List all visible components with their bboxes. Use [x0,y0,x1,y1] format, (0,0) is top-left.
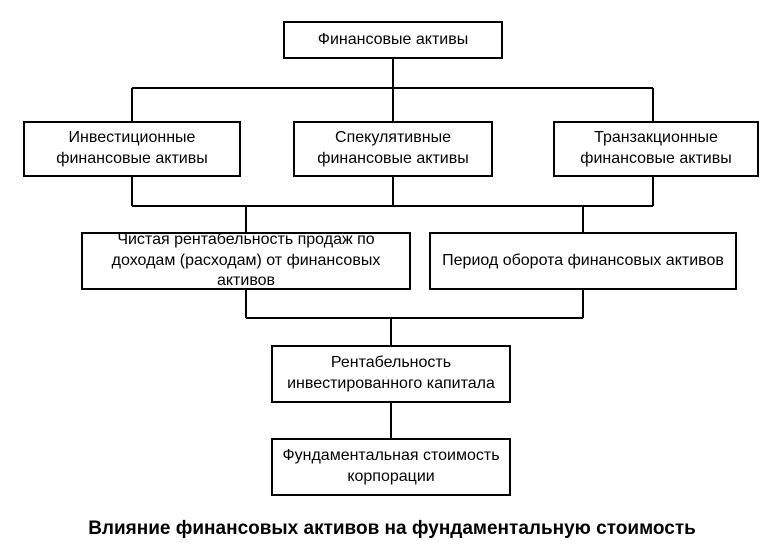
caption-text: Влияние финансовых активов на фундамента… [88,518,696,539]
node-label: Период оборота финансовых активов [442,251,724,272]
node-rent-sales: Чистая рентабельность продаж по доходам … [81,232,411,290]
node-turnover: Период оборота финансовых активов [429,232,737,290]
node-label: Чистая рентабельность продаж по доходам … [91,230,401,292]
node-label: Рентабельность инвестированного капитала [281,353,501,395]
node-label: Инвестиционные финансовые активы [33,128,231,170]
node-label: Финансовые активы [318,30,468,51]
diagram-caption: Влияние финансовых активов на фундамента… [0,518,784,540]
node-spec: Спекулятивные финансовые активы [293,121,493,177]
node-root: Финансовые активы [283,21,503,59]
node-label: Фундаментальная стоимость корпорации [281,446,501,488]
node-trans: Транзакционные финансовые активы [553,121,759,177]
node-label: Спекулятивные финансовые активы [303,128,483,170]
node-fund: Фундаментальная стоимость корпорации [271,438,511,496]
node-label: Транзакционные финансовые активы [563,128,749,170]
node-invest: Инвестиционные финансовые активы [23,121,241,177]
node-roic: Рентабельность инвестированного капитала [271,345,511,403]
diagram-canvas: Финансовые активы Инвестиционные финансо… [0,0,784,558]
